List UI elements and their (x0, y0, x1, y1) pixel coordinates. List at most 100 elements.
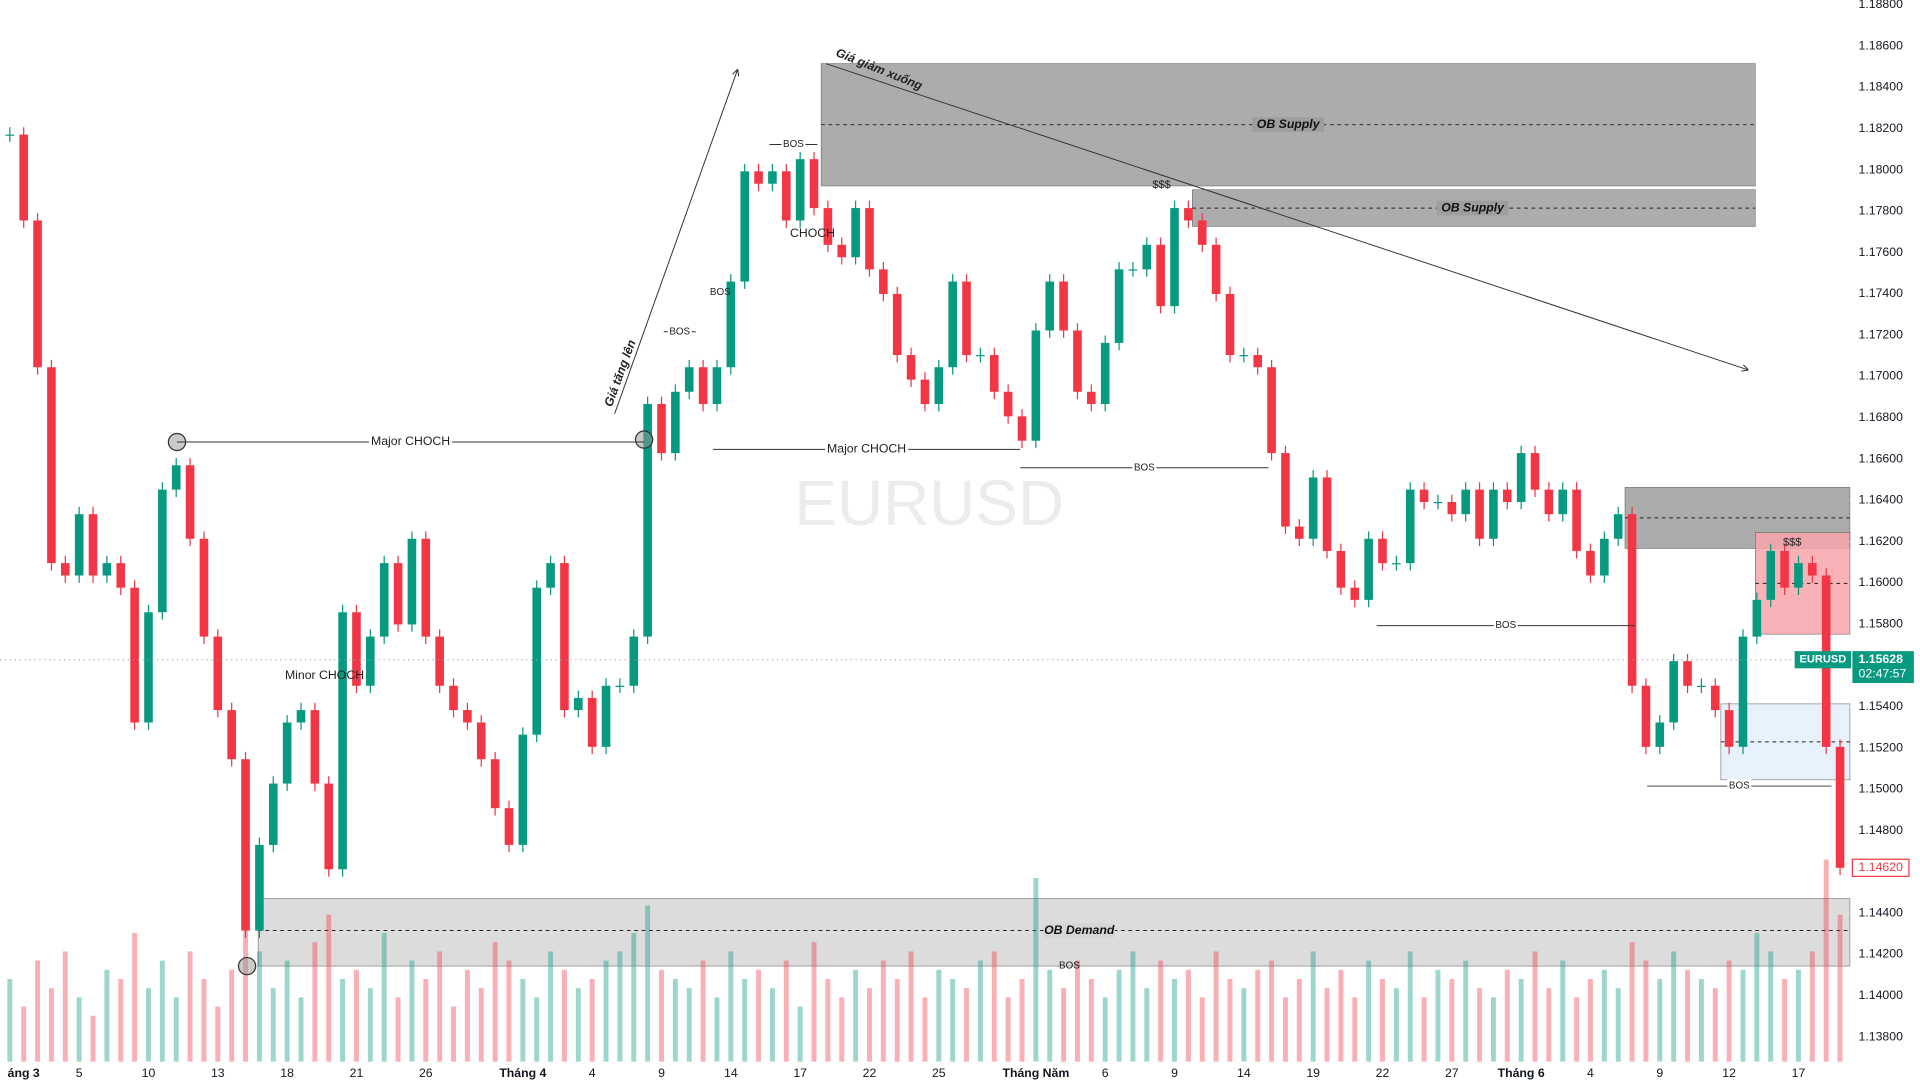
x-tick-label: 26 (419, 1066, 433, 1080)
y-tick-label: 1.18000 (1859, 162, 1904, 176)
volume-bar (229, 969, 235, 1062)
volume-bar (1435, 969, 1441, 1062)
volume-bar (1601, 969, 1607, 1062)
volume-bar (1463, 960, 1469, 1062)
candle (865, 208, 874, 270)
volume-bar (1005, 997, 1011, 1062)
x-tick-label: 5 (76, 1066, 83, 1080)
candle (1641, 685, 1651, 747)
zones: OB Supply OB Supply OB Demand (257, 63, 1851, 967)
volume-bar (35, 960, 41, 1062)
candle (227, 710, 236, 760)
volume-bar (187, 951, 193, 1062)
candle (296, 710, 306, 723)
volume-bar (1033, 877, 1039, 1062)
candle (1530, 453, 1540, 490)
candle (1433, 502, 1443, 504)
candle (102, 563, 112, 576)
annotation: BOS (710, 287, 731, 298)
candle (1295, 526, 1304, 539)
volume-bar (1712, 988, 1718, 1062)
y-tick-label: 1.17200 (1859, 327, 1904, 341)
price-tag (1852, 651, 1914, 683)
candle (1752, 599, 1762, 637)
x-tick-label: Tháng 6 (1498, 1066, 1545, 1080)
x-tick-label: 19 (1306, 1066, 1320, 1080)
volume-bar (437, 951, 443, 1062)
candle (1627, 514, 1637, 686)
candle (379, 563, 389, 637)
volume-bar (1088, 978, 1094, 1062)
candle (1197, 220, 1207, 245)
candle (338, 612, 347, 870)
volume-bar (451, 1006, 456, 1062)
volume-bar (977, 960, 983, 1062)
volume-bar (1782, 978, 1788, 1062)
candle (1003, 391, 1013, 417)
candle (282, 722, 292, 784)
candle (1461, 489, 1470, 515)
volume-bar (1490, 997, 1496, 1062)
volume-bar (409, 960, 415, 1062)
x-tick-label: 17 (793, 1066, 807, 1080)
zone-label-bg (1252, 117, 1325, 133)
y-tick-label: 1.14200 (1859, 947, 1904, 961)
x-tick-label: 9 (1656, 1066, 1663, 1080)
volume-bar (1393, 988, 1399, 1062)
volume-bar (1352, 997, 1358, 1062)
volume-bar (700, 960, 706, 1062)
candle (144, 612, 153, 723)
volume-bar (645, 905, 651, 1062)
candle (1669, 661, 1678, 723)
candle (781, 171, 791, 221)
price-tag-label: 1.15628 (1859, 652, 1904, 666)
level-label: BOS (783, 139, 804, 150)
candle (1613, 514, 1623, 539)
volume-bar (381, 933, 387, 1062)
level-label-bg (1727, 778, 1752, 794)
volume-bar (534, 997, 540, 1062)
candle (1156, 244, 1165, 307)
y-tick-label: 1.16000 (1859, 575, 1904, 589)
y-tick-label: 1.18200 (1859, 121, 1904, 135)
volume-bar (1477, 988, 1483, 1062)
watermark: EURUSD (794, 467, 1064, 539)
x-tick-label: 4 (589, 1066, 596, 1080)
level-label: BOS (1134, 462, 1155, 473)
candle (892, 293, 902, 356)
candle (684, 367, 694, 392)
candle (1322, 477, 1332, 551)
volume-bar (312, 942, 318, 1062)
y-tick-label: 1.16800 (1859, 410, 1904, 424)
candle (88, 514, 98, 576)
candle (324, 783, 334, 870)
y-tick-label: 1.13800 (1859, 1029, 1904, 1043)
candle (1544, 489, 1554, 515)
volume-bar (1754, 933, 1760, 1062)
candle (1239, 355, 1249, 357)
trend-arrow (825, 63, 1748, 370)
volume-bar (811, 942, 817, 1062)
volume-bar (104, 969, 110, 1062)
x-tick-label: 10 (142, 1066, 156, 1080)
volume-bar (783, 960, 789, 1062)
candle (795, 159, 805, 221)
volume-bar (1809, 951, 1815, 1062)
x-tick-label: 22 (863, 1066, 877, 1080)
volume-bar (423, 978, 429, 1062)
candle (1835, 746, 1845, 868)
x-tick-label: 22 (1376, 1066, 1390, 1080)
zone-label: OB Supply (1257, 117, 1321, 131)
volume-bar (603, 960, 609, 1062)
volume-bar (1366, 960, 1372, 1062)
candles (5, 127, 1845, 938)
volume-bar (686, 988, 692, 1062)
volume-bars (7, 859, 1843, 1062)
candle (1766, 550, 1776, 600)
level-label-bg (1132, 460, 1157, 476)
volume-bar (492, 942, 498, 1062)
volume-bar (950, 978, 956, 1062)
volume-bar (7, 978, 13, 1062)
candle (504, 808, 514, 845)
candle (823, 208, 833, 245)
